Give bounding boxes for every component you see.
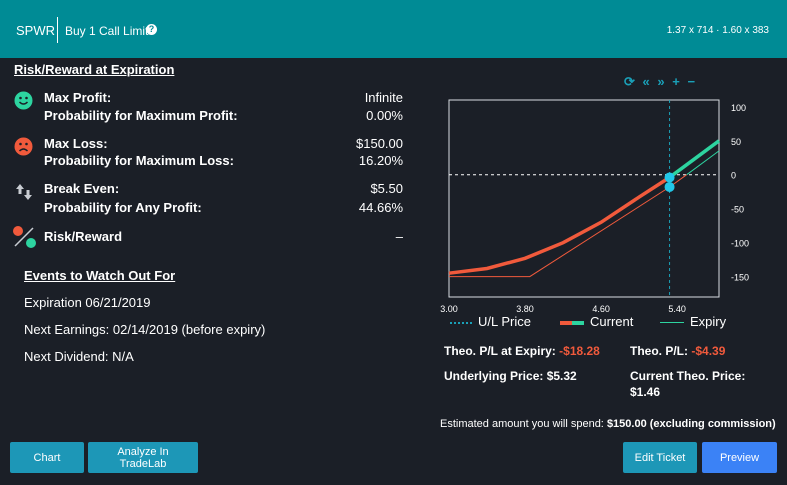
max-profit-value: Infinite (364, 90, 403, 105)
theo-pl-expiry: Theo. P/L at Expiry: -$18.28 (444, 344, 600, 358)
symbol-label: SPWR (16, 23, 55, 38)
y-tick-label: 50 (731, 137, 741, 147)
order-type-label: Buy 1 Call Limit (65, 24, 149, 38)
expiry-marker (664, 181, 675, 192)
y-tick-label: 100 (731, 103, 746, 113)
break-even-value: $5.50 (370, 181, 403, 196)
refresh-icon[interactable]: ⟳ (624, 74, 637, 89)
series-expiry-loss (449, 174, 687, 278)
max-profit-label: Max Profit: (44, 90, 112, 105)
x-tick-label: 5.40 (668, 304, 686, 312)
events-title: Events to Watch Out For (24, 268, 176, 283)
legend-expiry: Expiry (660, 314, 726, 329)
spend-label: Estimated amount you will spend: (440, 418, 604, 430)
legend-current-swatch-a (560, 320, 572, 325)
y-tick-label: 0 (731, 171, 736, 181)
y-tick-label: -50 (731, 205, 744, 215)
series-current-loss (448, 173, 675, 275)
risk-reward-title: Risk/Reward at Expiration (14, 62, 175, 77)
prob-max-profit-label: Probability for Maximum Profit: (44, 108, 238, 123)
prob-max-loss-label: Probability for Maximum Loss: (44, 153, 234, 168)
max-loss-value: $150.00 (356, 136, 403, 151)
y-tick-label: -150 (731, 273, 749, 283)
legend-expiry-label: Expiry (690, 314, 727, 329)
chart-toolbar: ⟳ « » + − (624, 74, 697, 90)
legend-current-swatch-b (572, 320, 584, 325)
prob-max-profit-value: 0.00% (366, 108, 403, 123)
pl-chart[interactable]: 100 50 0 -50 -100 -150 3.00 3.80 4.60 5.40 (440, 92, 760, 312)
legend-current: Current (560, 314, 633, 329)
risk-reward-label: Risk/Reward (44, 229, 123, 244)
preview-button[interactable]: Preview (702, 442, 777, 473)
smile-icon (14, 91, 33, 110)
estimated-spend: Estimated amount you will spend: $150.00… (440, 418, 776, 430)
theo-pl-expiry-value: -$18.28 (559, 344, 600, 358)
rewind-icon[interactable]: « (642, 74, 652, 89)
bid-ask-quotes: 1.37 x 714 · 1.60 x 383 (666, 25, 769, 36)
chart-button[interactable]: Chart (10, 442, 84, 473)
y-tick-label: -100 (731, 239, 749, 249)
expiration-event: Expiration 06/21/2019 (24, 295, 151, 310)
analyze-tradelab-button[interactable]: Analyze In TradeLab (88, 442, 198, 473)
risk-reward-value: – (395, 229, 403, 244)
theo-pl-value: -$4.39 (691, 344, 726, 358)
x-tick-label: 3.80 (516, 304, 534, 312)
up-down-arrows-icon (16, 184, 32, 200)
spend-value: $150.00 (excluding commission) (606, 418, 776, 430)
zoom-in-icon[interactable]: + (672, 74, 682, 89)
underlying-price: Underlying Price: $5.32 (444, 369, 577, 383)
legend-ul-label: U/L Price (478, 314, 531, 329)
theo-pl-expiry-label: Theo. P/L at Expiry: (444, 344, 556, 358)
legend-ul-price: U/L Price (450, 314, 531, 329)
prob-any-profit-value: 44.66% (358, 200, 403, 215)
edit-ticket-button[interactable]: Edit Ticket (623, 442, 697, 473)
question-icon[interactable]: ? (146, 24, 157, 35)
series-current-profit (672, 139, 721, 177)
legend-current-label: Current (590, 314, 634, 329)
x-tick-label: 4.60 (592, 304, 610, 312)
current-marker (664, 172, 675, 183)
prob-max-loss-value: 16.20% (358, 153, 403, 168)
zoom-out-icon[interactable]: − (687, 74, 698, 89)
current-theo-price-label: Current Theo. Price: (630, 369, 746, 383)
header-divider (57, 17, 58, 43)
frown-icon (14, 137, 33, 156)
series-expiry-profit (686, 150, 720, 176)
fast-forward-icon[interactable]: » (657, 74, 667, 89)
plot-frame (448, 99, 720, 298)
current-theo-price-value: $1.46 (630, 385, 661, 399)
order-header: SPWR Buy 1 Call Limit ? 1.37 x 714 · 1.6… (0, 0, 787, 58)
max-loss-label: Max Loss: (44, 136, 108, 151)
theo-pl-label: Theo. P/L: (630, 344, 688, 358)
x-tick-label: 3.00 (440, 304, 458, 312)
legend-ul-line (450, 321, 472, 324)
theo-pl: Theo. P/L: -$4.39 (630, 344, 725, 358)
dividend-event: Next Dividend: N/A (24, 349, 134, 364)
earnings-event: Next Earnings: 02/14/2019 (before expiry… (24, 322, 266, 337)
prob-any-profit-label: Probability for Any Profit: (44, 200, 202, 215)
legend-expiry-line (660, 322, 684, 324)
break-even-label: Break Even: (44, 181, 120, 196)
risk-reward-icon (13, 226, 36, 248)
